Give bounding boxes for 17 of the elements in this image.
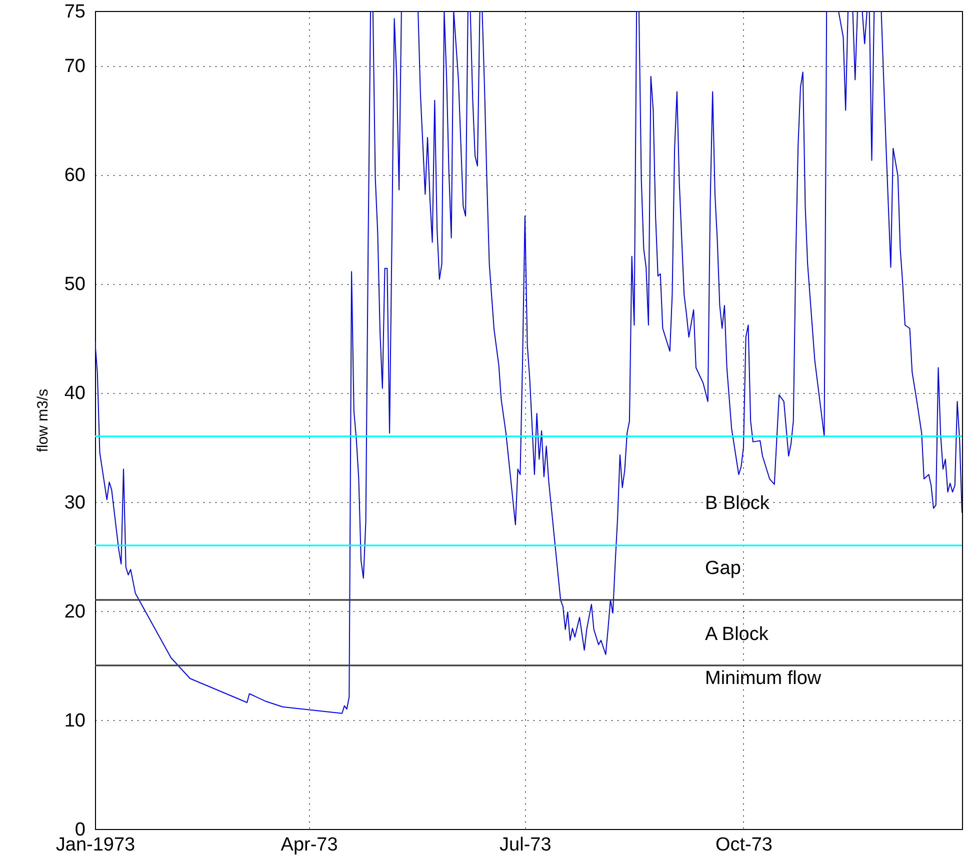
y-tick-label: 20 (64, 601, 86, 622)
x-tick-label: Apr-73 (280, 834, 338, 856)
y-tick-label: 30 (64, 492, 86, 514)
annotation: Gap (705, 558, 741, 579)
annotation: A Block (705, 624, 769, 645)
y-tick-label: 40 (64, 383, 86, 404)
x-tick-label: Oct-73 (715, 834, 772, 856)
y-tick-label: 70 (64, 56, 86, 78)
y-tick-label: 50 (64, 274, 86, 296)
y-tick-label: 10 (64, 710, 86, 732)
y-tick-label: 60 (64, 165, 86, 186)
annotation: Minimum flow (705, 668, 822, 689)
x-tick-label: Jul-73 (500, 834, 552, 856)
y-tick-label: 75 (64, 2, 86, 22)
line-series (95, 11, 962, 714)
y-axis-title: flow m3/s (34, 388, 52, 452)
annotation: B Block (705, 493, 770, 514)
